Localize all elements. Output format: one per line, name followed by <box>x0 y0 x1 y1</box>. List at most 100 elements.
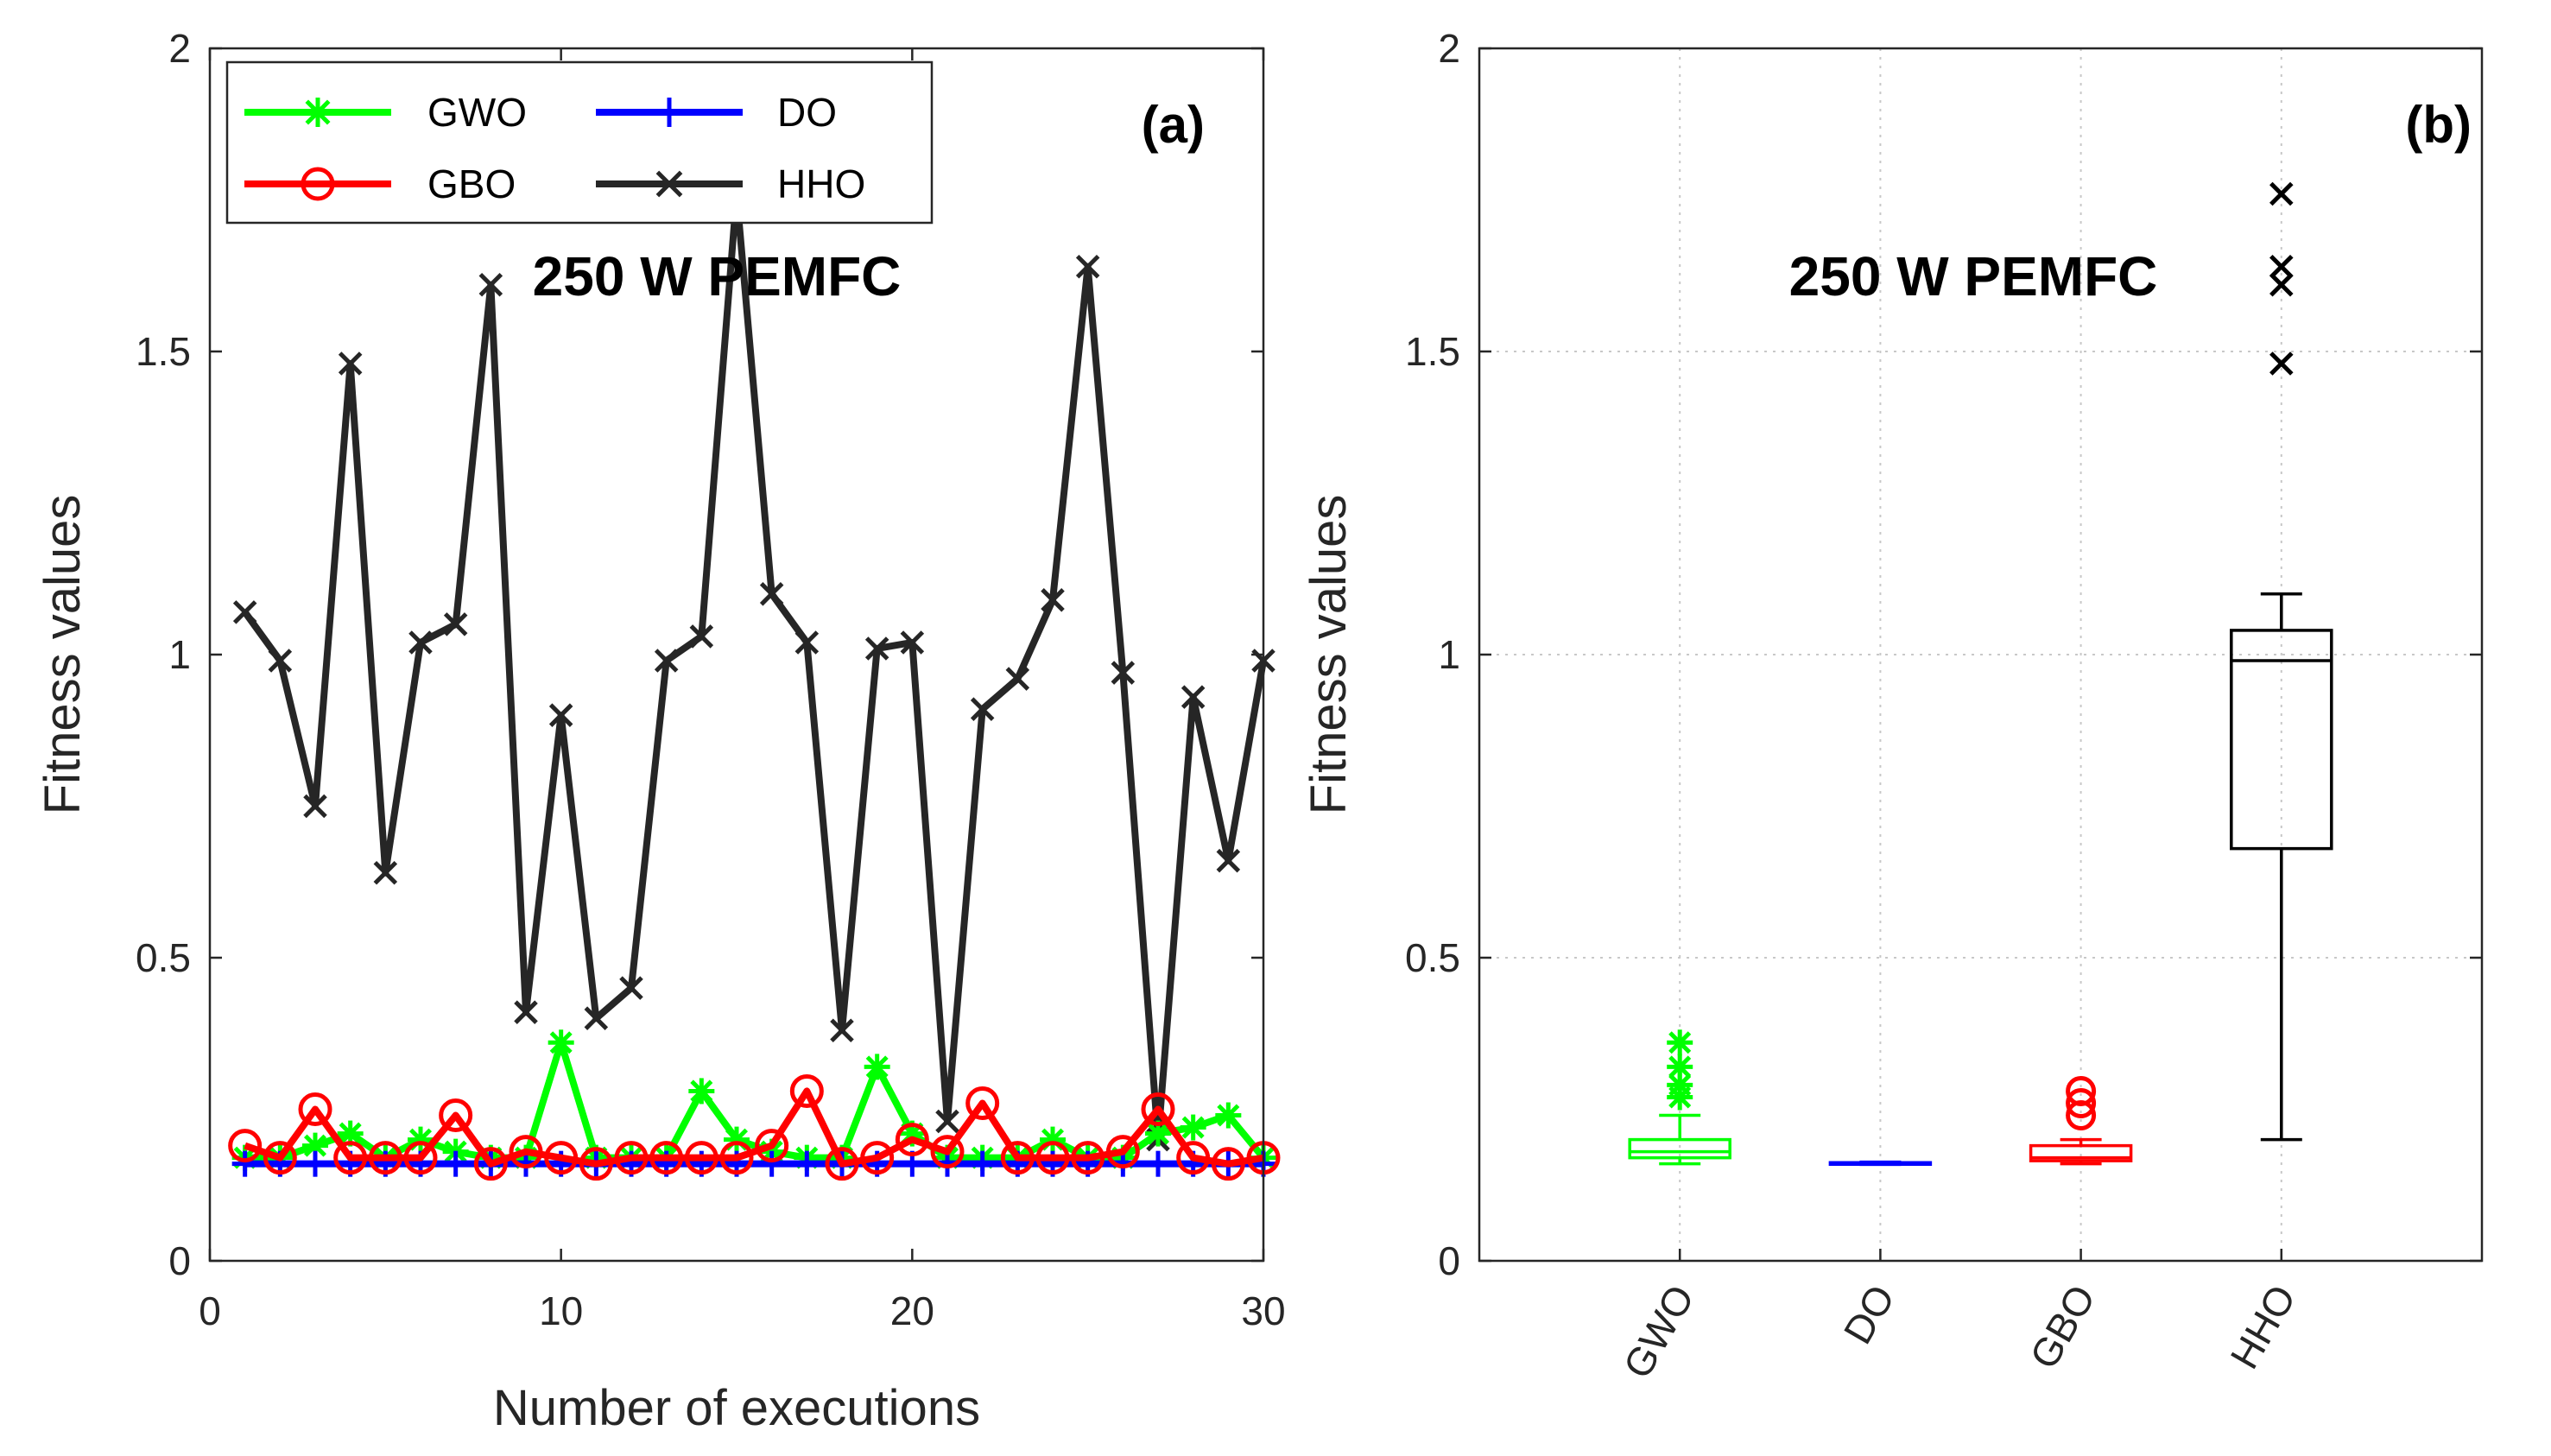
series-gbo-line <box>244 1087 1264 1168</box>
panel-b-boxes <box>1628 181 2333 1167</box>
legend-marker <box>655 170 683 198</box>
series-hho-point <box>478 273 503 297</box>
panel-a-y-tick-label: 2 <box>168 26 191 71</box>
series-hho-point <box>759 582 784 606</box>
legend-label-hho: HHO <box>777 161 865 206</box>
panel-a-y-tick-label: 0.5 <box>136 935 191 980</box>
legend-entry-gwo: GWO <box>244 90 527 135</box>
series-hho-point <box>830 1018 854 1043</box>
series-hho-point <box>514 1000 538 1024</box>
series-gbo-point <box>860 1141 895 1175</box>
box-gwo-outlier <box>1667 1054 1693 1080</box>
box-gbo <box>2029 1075 2133 1166</box>
panel-a-line-chart: 00.511.520 10 20 30 Number of executions Fi… <box>35 26 1286 1436</box>
series-hho-point <box>1111 661 1136 685</box>
series-gwo-point <box>864 1054 890 1080</box>
panel-a-y-axis-label: Fitness values <box>35 495 91 815</box>
series-gbo <box>228 1073 1281 1181</box>
series-gbo-point <box>965 1086 1000 1120</box>
panel-a-x-tick-label: 0 <box>199 1288 221 1333</box>
series-gbo-point <box>368 1141 402 1175</box>
legend-marker <box>303 98 332 127</box>
panel-b-y-tick-label: 2 <box>1438 26 1460 71</box>
series-gbo-point <box>1071 1141 1105 1175</box>
series-gbo-point <box>473 1147 508 1181</box>
panel-b-tag: (b) <box>2405 96 2472 154</box>
panel-b-y-tick-label: 0 <box>1438 1238 1460 1283</box>
series-gbo-point <box>684 1141 718 1175</box>
series-gbo-point <box>1176 1141 1211 1175</box>
series-gwo-point <box>688 1078 715 1105</box>
box-gbo-outlier <box>2066 1075 2097 1106</box>
series-gwo-point <box>1215 1102 1242 1129</box>
series-gbo-point <box>298 1092 332 1126</box>
panel-a-y-tick-label: 1.5 <box>136 329 191 374</box>
box-do <box>1828 1160 1933 1167</box>
series-hho-point <box>1181 685 1206 709</box>
series-hho-point <box>654 649 679 673</box>
panel-b-y-tick-label: 1.5 <box>1405 329 1460 374</box>
legend-marker <box>655 98 684 127</box>
series-hho-point <box>864 636 889 661</box>
legend-label-gbo: GBO <box>427 161 516 206</box>
series-gbo-point <box>755 1129 789 1163</box>
box-gwo <box>1628 1029 1731 1166</box>
series-hho-point <box>1041 588 1065 612</box>
box-hho-outlier <box>2269 351 2294 376</box>
series-hho-point <box>443 612 468 636</box>
series-gbo-point <box>509 1135 543 1169</box>
series-hho-point <box>548 703 573 727</box>
panel-a-series <box>228 181 1281 1181</box>
series-do-point <box>302 1150 328 1177</box>
series-gbo-point <box>895 1123 929 1157</box>
box-hho-outlier <box>2269 181 2294 206</box>
series-hho-point <box>1216 848 1241 873</box>
series-gbo-point <box>1211 1147 1245 1181</box>
series-gbo-point <box>1141 1092 1175 1126</box>
panel-a-tag: (a) <box>1142 96 1205 154</box>
series-gbo-point <box>544 1141 579 1175</box>
panel-a-y-tick-label: 0 <box>168 1238 191 1283</box>
series-hho-line <box>242 190 1267 1143</box>
legend-marker <box>301 167 335 201</box>
series-gbo-point <box>333 1141 368 1175</box>
legend: GWO DO GBO HHO <box>225 60 934 225</box>
series-gbo-point <box>930 1135 965 1169</box>
legend-entry-hho: HHO <box>596 161 865 206</box>
series-gwo-point <box>1180 1114 1206 1141</box>
series-gbo-point <box>228 1129 263 1163</box>
legend-entry-gbo: GBO <box>244 161 516 206</box>
box-hho-outlier <box>2269 254 2294 279</box>
legend-label-gwo: GWO <box>427 90 527 135</box>
series-hho-point <box>689 624 714 649</box>
series-gbo-point <box>1000 1141 1035 1175</box>
series-hho-point <box>373 860 398 885</box>
panel-b-y-tick-label: 0.5 <box>1405 935 1460 980</box>
series-gbo-point <box>825 1147 859 1181</box>
box-gwo-outlier <box>1667 1029 1693 1056</box>
series-hho-point <box>268 649 293 673</box>
legend-label-do: DO <box>777 90 837 135</box>
legend-box <box>225 60 934 225</box>
box-gbo-outlier <box>2066 1087 2097 1118</box>
box-hho-outlier <box>2269 273 2294 297</box>
series-gbo-point <box>1035 1141 1070 1175</box>
series-do-point <box>442 1150 469 1177</box>
panel-b-y-axis-label: Fitness values <box>1301 495 1357 815</box>
series-gbo-point <box>789 1073 824 1108</box>
series-gbo-point <box>649 1141 684 1175</box>
series-do-point <box>969 1150 996 1177</box>
panel-a-ticks: 00.511.520 10 20 30 <box>136 26 1286 1333</box>
series-hho-point <box>408 630 433 655</box>
series-gwo-point <box>548 1029 574 1056</box>
box-gwo-outlier <box>1667 1072 1693 1098</box>
series-gbo-point <box>403 1141 438 1175</box>
panel-a-x-tick-label: 20 <box>890 1288 934 1333</box>
series-gwo-point <box>337 1120 364 1147</box>
series-hho-point <box>619 976 643 1000</box>
series-hho-point <box>794 630 820 655</box>
series-gbo-point <box>614 1141 649 1175</box>
series-do-point <box>794 1150 820 1177</box>
